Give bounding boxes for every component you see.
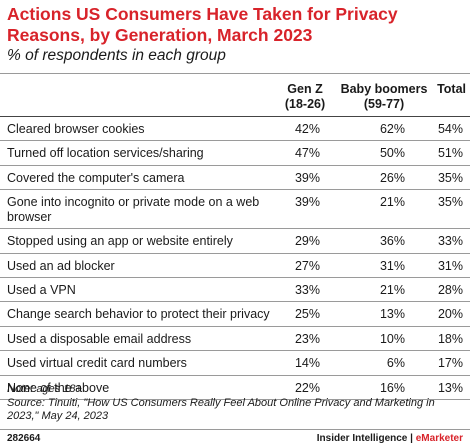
row-label: Turned off location services/sharing (7, 146, 204, 161)
top-divider (0, 73, 470, 74)
cell-genz: 47% (294, 146, 320, 161)
column-header-boomers: Baby boomers (59-77) (338, 82, 430, 112)
table-row: Used virtual credit card numbers 14% 6% 17% (0, 351, 470, 376)
row-label: Used an ad blocker (7, 258, 115, 273)
cell-total: 31% (437, 258, 463, 273)
brand-credit: Insider Intelligence | eMarketer (317, 433, 463, 444)
cell-genz: 39% (294, 170, 320, 185)
row-label: Covered the computer's camera (7, 170, 185, 185)
cell-genz: 42% (294, 122, 320, 136)
table-row: Cleared browser cookies 42% 62% 54% (0, 117, 470, 142)
cell-total: 17% (437, 356, 463, 371)
cell-boomers: 62% (379, 122, 405, 136)
cell-boomers: 21% (379, 195, 405, 210)
cell-boomers: 13% (379, 307, 405, 322)
cell-boomers: 50% (379, 146, 405, 161)
table-row: Used a VPN 33% 21% 28% (0, 278, 470, 303)
source-text: Source: Tinuiti, "How US Consumers Reall… (7, 396, 435, 423)
cell-genz: 22% (294, 380, 320, 395)
cell-total: 28% (437, 282, 463, 297)
row-label: Gone into incognito or private mode on a… (7, 195, 260, 225)
table-header: Gen Z (18-26) Baby boomers (59-77) Total (0, 82, 470, 117)
table-row: Used a disposable email address 23% 10% 18% (0, 327, 470, 352)
chart-subtitle: % of respondents in each group (7, 47, 226, 64)
cell-boomers: 21% (379, 282, 405, 297)
cell-genz: 33% (294, 282, 320, 297)
column-header-total: Total (437, 82, 466, 96)
chart-title: Actions US Consumers Have Taken for Priv… (7, 4, 398, 45)
note-text: Note: ages 18+ (7, 383, 82, 395)
row-label: Used a VPN (7, 282, 76, 297)
cell-total: 51% (437, 146, 463, 161)
brand-right: eMarketer (415, 433, 463, 444)
chart-id: 282664 (7, 433, 41, 444)
table-row: Used an ad blocker 27% 31% 31% (0, 254, 470, 278)
brand-separator: | (407, 433, 416, 444)
cell-boomers: 16% (379, 380, 405, 395)
data-table: Gen Z (18-26) Baby boomers (59-77) Total… (0, 82, 470, 400)
table-row: Stopped using an app or website entirely… (0, 229, 470, 254)
row-label: None of the above (7, 380, 110, 395)
row-label: Cleared browser cookies (7, 122, 145, 136)
table-row: Change search behavior to protect their … (0, 302, 470, 327)
cell-total: 18% (437, 331, 463, 346)
table-row: None of the above 22% 16% 13% (0, 376, 470, 400)
cell-genz: 29% (294, 234, 320, 249)
cell-genz: 14% (294, 356, 320, 371)
cell-genz: 39% (294, 195, 320, 210)
table-row: Turned off location services/sharing 47% 5… (0, 141, 470, 166)
cell-total: 20% (437, 307, 463, 322)
cell-genz: 23% (294, 331, 320, 346)
column-header-boomers-line1: Baby boomers (340, 82, 428, 96)
column-header-boomers-line2: (59-77) (363, 97, 405, 111)
row-label: Change search behavior to protect their … (7, 307, 270, 322)
brand-left: Insider Intelligence (316, 433, 408, 444)
cell-boomers: 31% (379, 258, 405, 273)
table-body: Cleared browser cookies 42% 62% 54% Turned o… (0, 117, 470, 400)
cell-genz: 27% (294, 258, 320, 273)
notes: Note: ages 18+ Source: Tinuiti, "How US … (7, 383, 463, 424)
cell-total: 33% (437, 234, 463, 249)
table-row: Covered the computer's camera 39% 26% 35% (0, 166, 470, 191)
cell-boomers: 10% (379, 331, 405, 346)
cell-total: 13% (437, 380, 463, 395)
row-label: Used a disposable email address (7, 331, 192, 346)
cell-boomers: 36% (379, 234, 405, 249)
cell-total: 35% (437, 195, 463, 210)
cell-boomers: 26% (379, 170, 405, 185)
column-header-genz: Gen Z (18-26) (278, 82, 332, 112)
bottom-divider (0, 429, 470, 430)
row-label: Stopped using an app or website entirely (7, 234, 233, 249)
row-label: Used virtual credit card numbers (7, 356, 187, 371)
cell-total: 54% (437, 122, 463, 136)
cell-total: 35% (437, 170, 463, 185)
cell-genz: 25% (294, 307, 320, 322)
column-header-genz-line1: Gen Z (287, 82, 323, 96)
cell-boomers: 6% (386, 356, 405, 371)
table-row: Gone into incognito or private mode on a… (0, 190, 470, 230)
column-header-genz-line2: (18-26) (284, 97, 326, 111)
